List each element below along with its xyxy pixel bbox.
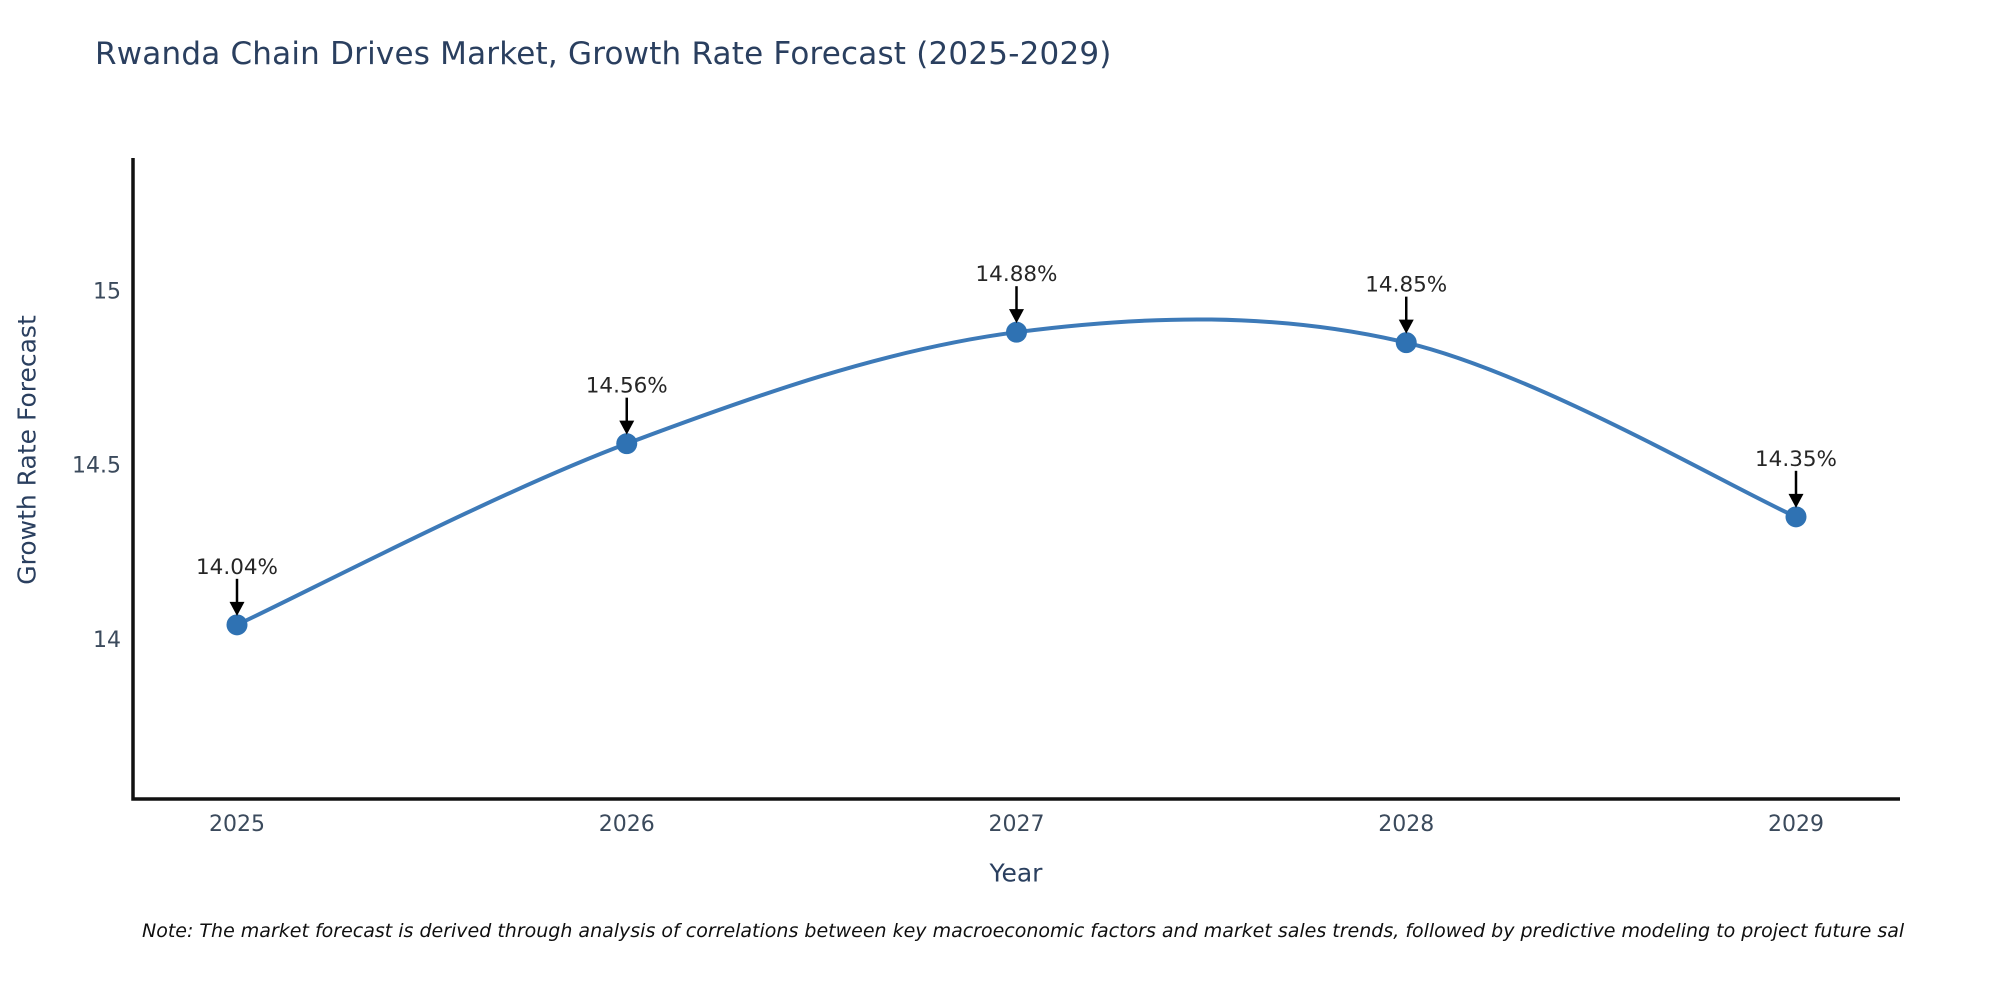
data-point-marker — [1006, 321, 1027, 343]
annotation-arrow-head — [1009, 309, 1024, 324]
annotation-arrow-head — [619, 420, 635, 435]
y-tick-label: 14.5 — [72, 454, 121, 479]
page-title: Rwanda Chain Drives Market, Growth Rate … — [95, 36, 1112, 72]
footnote: Note: The market forecast is derived thr… — [142, 920, 1905, 942]
data-point-marker — [616, 433, 638, 455]
annotation-arrow-head — [1788, 493, 1804, 508]
annotation-arrow-head — [229, 601, 245, 616]
x-axis-title: Year — [989, 858, 1043, 888]
annotation-label: 14.56% — [586, 374, 668, 399]
y-tick-label: 14 — [93, 628, 121, 653]
annotation-arrow-head — [1398, 319, 1414, 334]
annotation-label: 14.85% — [1365, 273, 1447, 298]
x-tick-label: 2029 — [1768, 812, 1824, 837]
axis-spines — [131, 158, 1900, 801]
data-point-marker — [1395, 332, 1417, 354]
x-tick-label: 2027 — [989, 812, 1045, 837]
data-point-marker — [226, 614, 248, 636]
annotation-label: 14.88% — [976, 262, 1058, 287]
series-line — [235, 317, 1798, 627]
annotation-label: 14.35% — [1755, 447, 1837, 472]
x-tick-label: 2028 — [1378, 812, 1434, 837]
annotation-label: 14.04% — [196, 555, 278, 580]
x-tick-label: 2025 — [209, 812, 265, 837]
x-tick-label: 2026 — [599, 812, 655, 837]
y-tick-label: 15 — [93, 279, 121, 304]
y-axis-title: Growth Rate Forecast — [12, 315, 42, 585]
data-point-marker — [1785, 506, 1807, 528]
